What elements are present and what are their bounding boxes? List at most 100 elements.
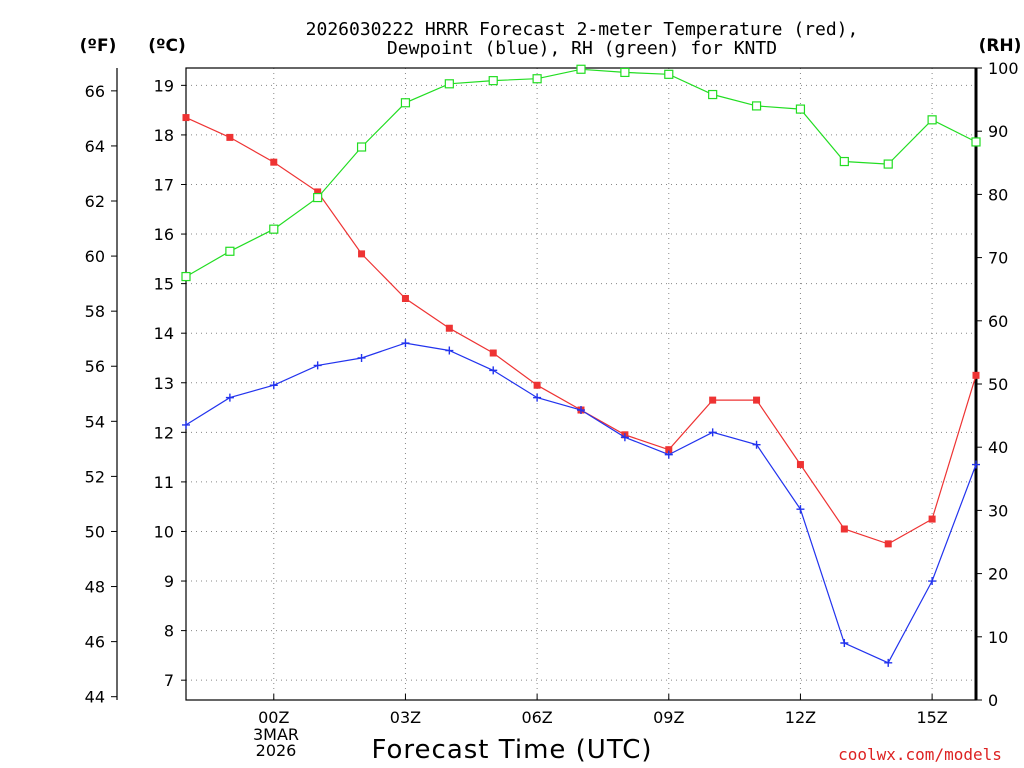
data-series xyxy=(181,64,981,667)
axis-ticks: 7 8 9 10 11 12 13 14 15 16 17 18 19 00Z 03Z 06Z 09Z 12Z 15… xyxy=(85,59,1019,727)
dewpoint-point xyxy=(664,450,673,459)
rh-point xyxy=(356,142,367,152)
celsius-tick-label: 15 xyxy=(154,275,174,294)
rh-tick-label: 90 xyxy=(988,122,1008,141)
x-tick-label: 12Z xyxy=(785,708,816,727)
temperature-point xyxy=(182,114,190,122)
temperature-point xyxy=(709,396,717,404)
celsius-tick-label: 17 xyxy=(154,175,174,194)
rh-point xyxy=(488,76,498,86)
celsius-unit-label: (ºC) xyxy=(148,36,186,56)
dewpoint-point xyxy=(796,505,805,514)
rh-tick-label: 20 xyxy=(988,565,1008,584)
x-axis-title: Forecast Time (UTC) xyxy=(371,735,652,765)
celsius-tick-label: 18 xyxy=(154,126,174,145)
fahrenheit-tick-label: 44 xyxy=(85,688,105,707)
rh-point xyxy=(795,104,806,114)
x-tick-label: 03Z xyxy=(390,708,421,727)
rh-point xyxy=(313,192,323,203)
fahrenheit-tick-label: 60 xyxy=(85,247,105,266)
dewpoint-point xyxy=(533,393,542,402)
fahrenheit-unit-label: (ºF) xyxy=(80,36,117,56)
dewpoint-point xyxy=(928,577,937,586)
fahrenheit-tick-label: 48 xyxy=(85,578,105,597)
fahrenheit-tick-label: 46 xyxy=(85,633,105,652)
celsius-tick-label: 10 xyxy=(154,522,174,541)
dewpoint-point xyxy=(445,346,454,355)
temperature-point xyxy=(445,324,453,332)
temperature-point xyxy=(489,349,497,357)
fahrenheit-tick-label: 64 xyxy=(85,137,105,156)
temperature-point xyxy=(884,540,892,548)
rh-point xyxy=(883,159,893,169)
fahrenheit-tick-label: 58 xyxy=(85,302,105,321)
temperature-point xyxy=(314,188,322,196)
rh-point xyxy=(576,64,586,74)
temperature-point xyxy=(401,294,409,302)
rh-point xyxy=(971,137,981,147)
celsius-tick-label: 14 xyxy=(154,324,174,343)
rh-tick-label: 30 xyxy=(988,501,1008,520)
rh-tick-label: 80 xyxy=(988,185,1008,204)
rh-point xyxy=(708,89,718,100)
rh-tick-label: 40 xyxy=(988,438,1008,457)
dewpoint-point xyxy=(840,638,849,647)
date-label-year: 2026 xyxy=(256,741,297,760)
date-label-month: 3MAR xyxy=(253,725,299,744)
dewpoint-point xyxy=(401,339,410,348)
dewpoint-point xyxy=(269,381,278,390)
celsius-tick-label: 11 xyxy=(154,473,174,492)
celsius-tick-label: 8 xyxy=(164,622,174,641)
rh-tick-label: 70 xyxy=(988,249,1008,268)
x-tick-label: 09Z xyxy=(653,708,684,727)
temperature-point xyxy=(972,371,980,379)
rh-point xyxy=(400,98,411,108)
fahrenheit-tick-label: 56 xyxy=(85,357,105,376)
celsius-tick-label: 13 xyxy=(154,374,174,393)
dewpoint-point xyxy=(577,406,585,415)
dewpoint-point xyxy=(972,460,980,469)
x-tick-label: 06Z xyxy=(521,708,552,727)
temperature-point xyxy=(753,396,761,404)
temperature-point xyxy=(665,446,673,454)
temperature-point xyxy=(270,158,278,166)
rh-point xyxy=(620,67,630,78)
temperature-point xyxy=(840,525,848,533)
credit-link[interactable]: coolwx.com/models xyxy=(838,745,1002,764)
rh-point xyxy=(927,115,937,125)
rh-tick-label: 60 xyxy=(988,312,1008,331)
rh-tick-label: 10 xyxy=(988,628,1008,647)
dewpoint-point xyxy=(752,440,761,449)
dewpoint-point xyxy=(708,428,717,437)
grid-lines xyxy=(186,68,976,700)
rh-point xyxy=(269,224,279,234)
rh-tick-label: 100 xyxy=(988,59,1019,78)
rh-point xyxy=(225,246,235,256)
rh-point xyxy=(532,74,542,84)
celsius-tick-label: 19 xyxy=(154,76,174,95)
temperature-point xyxy=(928,515,936,523)
dewpoint-point xyxy=(620,433,629,442)
rh-unit-label: (RH) xyxy=(979,36,1022,56)
rh-point xyxy=(664,69,674,79)
celsius-tick-label: 7 xyxy=(164,671,174,690)
rh-point xyxy=(751,101,762,111)
temperature-line xyxy=(185,117,977,545)
temperature-point xyxy=(796,461,804,469)
temperature-point xyxy=(358,250,366,258)
rh-point xyxy=(839,156,849,167)
dewpoint-point xyxy=(357,353,366,362)
dewpoint-point xyxy=(884,658,893,667)
dewpoint-line xyxy=(185,342,977,664)
dewpoint-point xyxy=(225,393,234,402)
dewpoint-series xyxy=(182,339,980,667)
celsius-tick-label: 9 xyxy=(164,572,174,591)
dewpoint-point xyxy=(489,366,498,375)
chart-title-line2: Dewpoint (blue), RH (green) for KNTD xyxy=(387,38,777,59)
x-tick-label: 15Z xyxy=(916,708,947,727)
temperature-point xyxy=(226,133,234,141)
celsius-tick-label: 12 xyxy=(154,423,174,442)
rh-point xyxy=(181,271,191,282)
celsius-tick-label: 16 xyxy=(154,225,174,244)
